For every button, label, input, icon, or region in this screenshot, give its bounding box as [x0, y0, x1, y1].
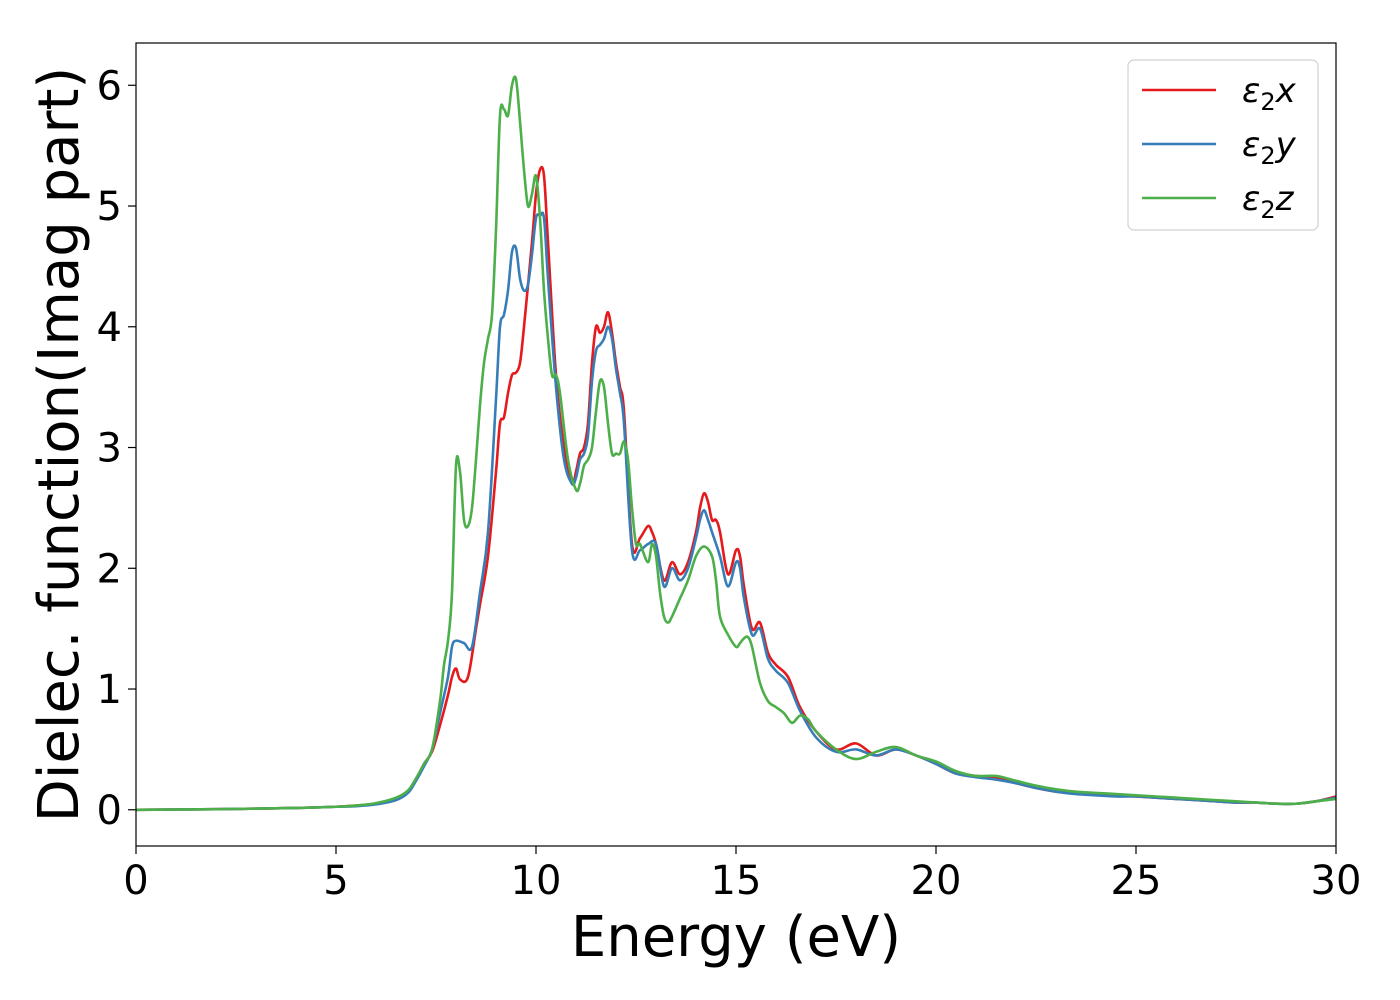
x-tick-label: 0 — [123, 858, 148, 904]
y-axis-label: Dielec. function(Imag part) — [27, 67, 92, 823]
x-tick-label: 15 — [711, 858, 762, 904]
x-tick-label: 5 — [323, 858, 348, 904]
legend-symbol: ε — [1242, 179, 1260, 219]
y-tick-label: 6 — [97, 63, 122, 109]
legend-entry: ε2z — [1242, 179, 1295, 224]
legend-subscript: 2 — [1260, 142, 1275, 170]
series-line-1 — [136, 165, 1336, 812]
legend-subscript: 2 — [1260, 196, 1275, 224]
y-tick-label: 0 — [97, 788, 122, 834]
legend-subscript: 2 — [1260, 88, 1275, 116]
legend-component: x — [1275, 71, 1297, 111]
x-tick-label: 30 — [1311, 858, 1362, 904]
legend-box — [1127, 59, 1319, 231]
x-tick-label: 10 — [511, 858, 562, 904]
legend-symbol: ε — [1242, 125, 1260, 165]
y-tick-label: 4 — [97, 305, 122, 351]
x-axis-ticks: 0 5 10 15 20 25 30 — [123, 846, 1361, 904]
legend-symbol: ε — [1242, 71, 1260, 111]
series-layer — [136, 75, 1336, 812]
legend-component: y — [1275, 125, 1297, 165]
y-tick-label: 2 — [97, 546, 122, 592]
y-axis-ticks: 0 1 2 3 4 5 6 — [97, 63, 136, 834]
x-tick-label: 25 — [1111, 858, 1162, 904]
x-tick-label: 20 — [911, 858, 962, 904]
legend-entry: ε2y — [1242, 125, 1297, 170]
y-tick-label: 3 — [97, 426, 122, 472]
legend-component: z — [1275, 179, 1295, 219]
series-line-3 — [136, 75, 1336, 812]
y-tick-label: 1 — [97, 667, 122, 713]
x-axis-label: Energy (eV) — [571, 905, 901, 970]
y-tick-label: 5 — [97, 184, 122, 230]
legend-entry: ε2x — [1242, 71, 1297, 116]
series-line-2 — [136, 211, 1336, 812]
